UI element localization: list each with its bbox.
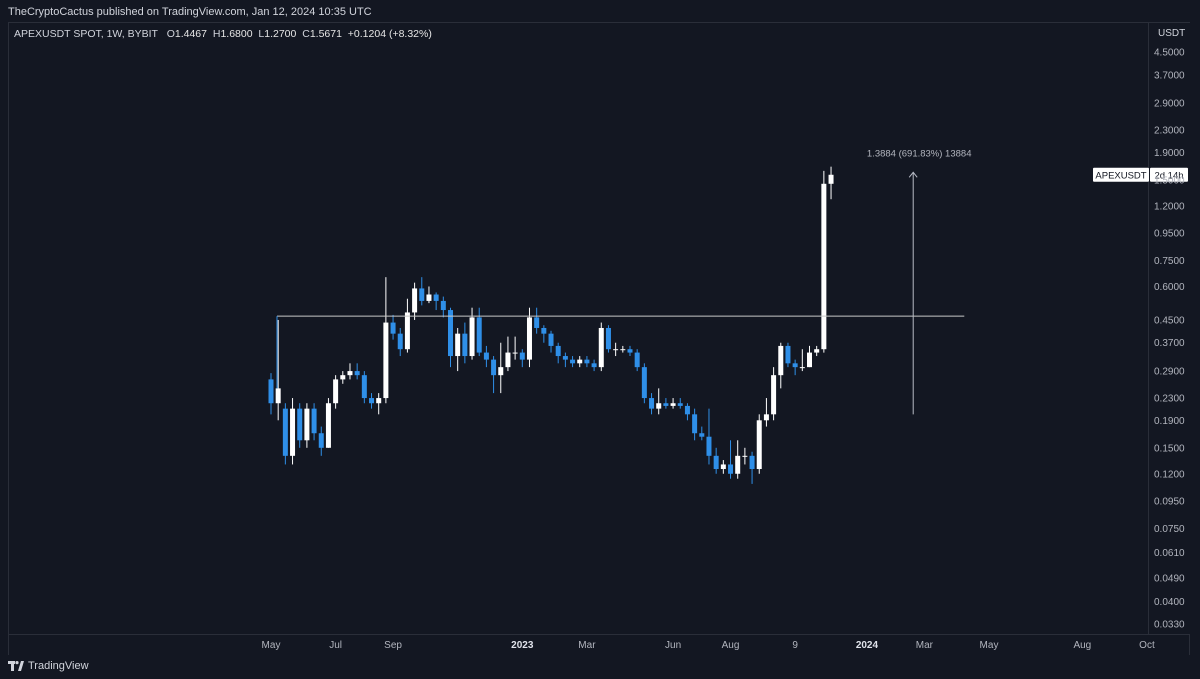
published-caption: TheCryptoCactus published on TradingView… bbox=[8, 6, 372, 18]
footer-brand[interactable]: TradingView bbox=[8, 660, 89, 672]
legend-close-label: C bbox=[302, 28, 310, 40]
legend-high: 1.6800 bbox=[220, 28, 253, 40]
legend-open-label: O bbox=[166, 28, 175, 40]
legend-change: +0.1204 (+8.32%) bbox=[347, 28, 432, 40]
legend-open: 1.4467 bbox=[174, 28, 207, 40]
symbol-legend: APEXUSDT SPOT, 1W, BYBIT O1.4467 H1.6800… bbox=[14, 28, 432, 40]
tradingview-logo-icon bbox=[8, 661, 24, 671]
price-axis[interactable] bbox=[1148, 23, 1190, 634]
footer-brand-label: TradingView bbox=[28, 660, 89, 672]
time-axis[interactable] bbox=[9, 634, 1189, 655]
chart-frame[interactable] bbox=[8, 22, 1190, 655]
legend-low-label: L bbox=[258, 28, 265, 40]
legend-symbol: APEXUSDT SPOT, 1W, BYBIT bbox=[14, 28, 158, 40]
legend-close: 1.5671 bbox=[309, 28, 342, 40]
legend-low: 1.2700 bbox=[264, 28, 297, 40]
legend-high-label: H bbox=[212, 28, 221, 40]
